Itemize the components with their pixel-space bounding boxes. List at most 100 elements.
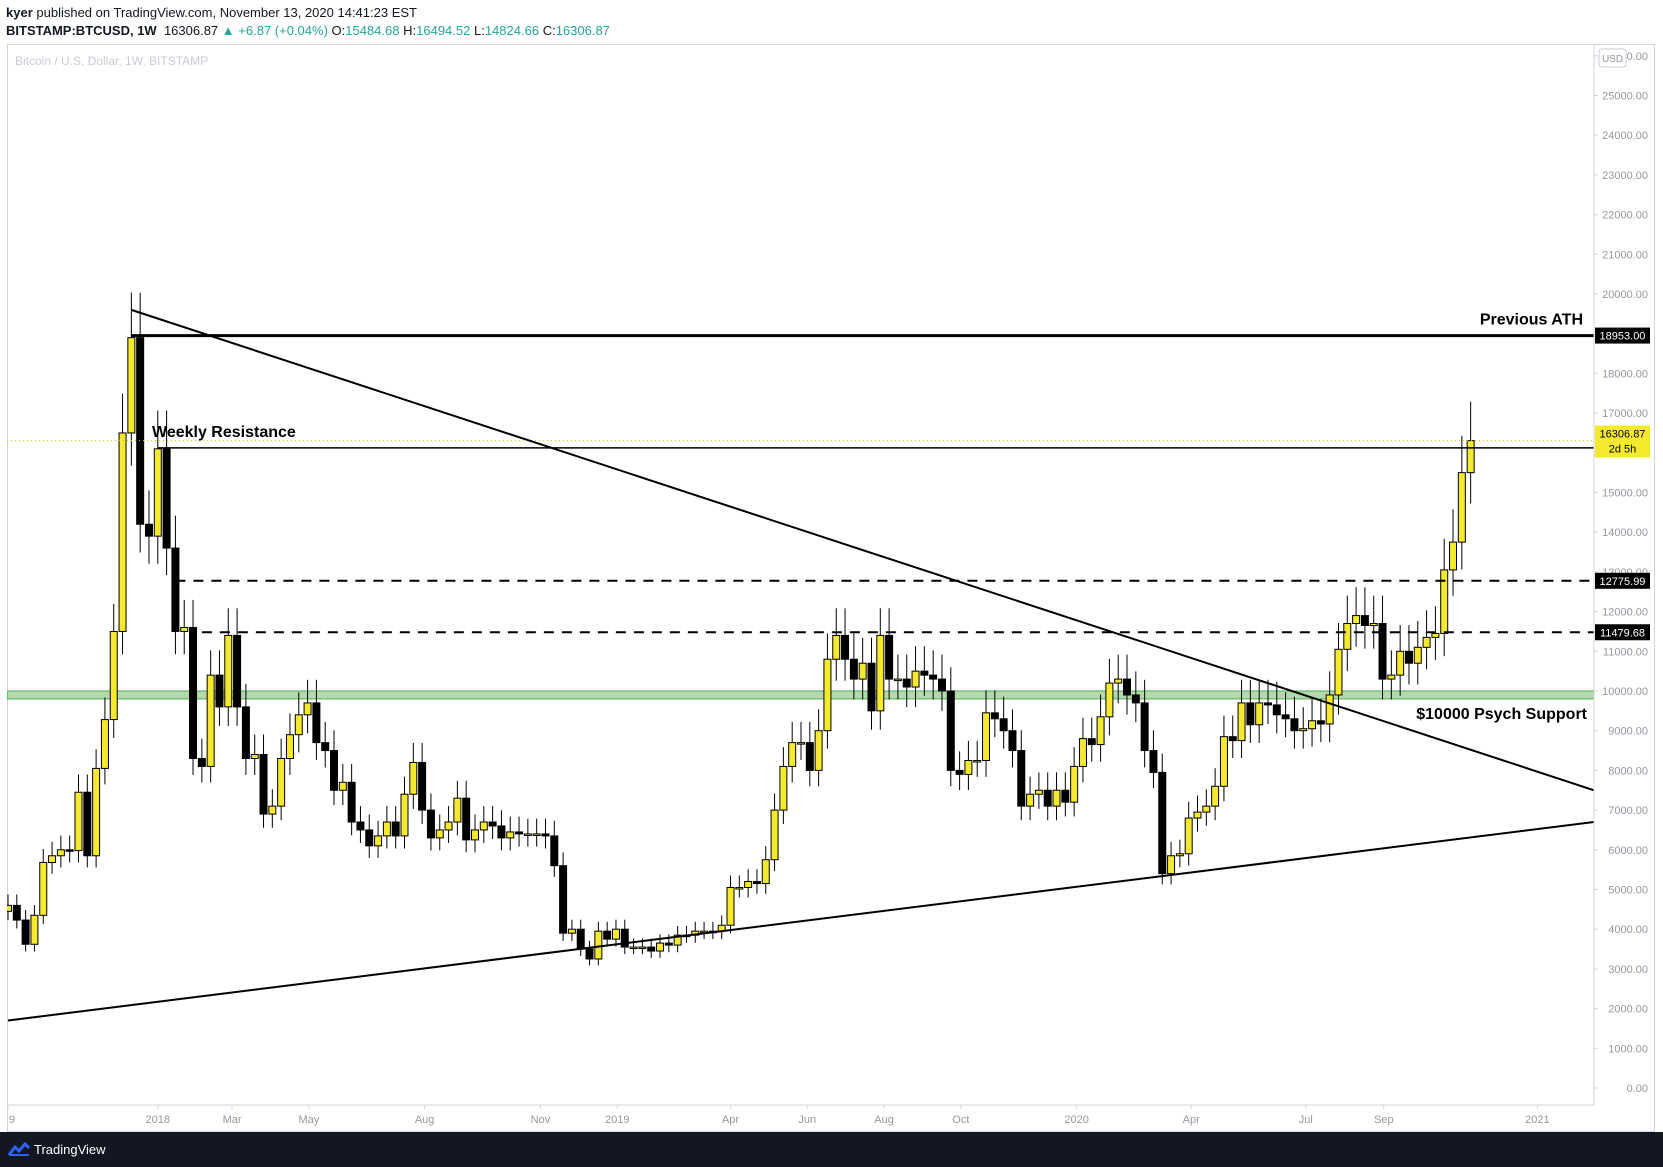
- candle: [409, 761, 418, 795]
- y-tick-label: 10000.00: [1602, 686, 1648, 698]
- x-tick-label: Mar: [223, 1114, 242, 1126]
- candle: [1026, 793, 1035, 807]
- candle: [180, 626, 189, 632]
- candle: [330, 750, 339, 791]
- y-tick-label: 0.00: [1627, 1083, 1648, 1095]
- candle: [1466, 440, 1475, 474]
- y-tick-label: 1000.00: [1608, 1043, 1648, 1055]
- candle: [937, 678, 946, 692]
- candle: [153, 448, 162, 537]
- candle: [1078, 738, 1087, 767]
- candle: [136, 337, 145, 525]
- candle: [268, 805, 277, 815]
- candle: [189, 626, 198, 759]
- candle: [418, 761, 427, 811]
- candle: [929, 674, 938, 680]
- candle: [893, 678, 902, 682]
- tradingview-logo-icon[interactable]: [8, 1142, 30, 1156]
- candle: [1431, 632, 1440, 638]
- x-tick-label: 2021: [1525, 1114, 1549, 1126]
- time-axis[interactable]: 9 2018 Mar May Aug Nov 2019 Apr Jun Aug Oct 2020 Apr…: [7, 1105, 1550, 1126]
- candle: [726, 887, 735, 926]
- y-tick-label: 23000.00: [1602, 170, 1648, 182]
- candle: [532, 833, 541, 836]
- candle: [30, 914, 39, 945]
- price-change: ▲ +6.87 (+0.04%): [221, 23, 328, 38]
- candle: [964, 759, 973, 775]
- candle: [1175, 853, 1184, 857]
- candle: [1457, 472, 1466, 543]
- level-price-tag: [1595, 572, 1650, 589]
- candle: [312, 702, 321, 744]
- x-tick-label: 9: [9, 1114, 15, 1126]
- candle: [823, 658, 832, 732]
- publish-date: published on TradingView.com, November 1…: [36, 5, 417, 20]
- open-value: 15484.68: [345, 23, 400, 38]
- candle: [629, 946, 638, 950]
- candle: [576, 928, 585, 950]
- y-tick-label: 11000.00: [1603, 646, 1648, 658]
- y-tick-label: 4000.00: [1608, 924, 1648, 936]
- candle: [224, 634, 233, 708]
- candle: [744, 881, 753, 889]
- candle: [162, 448, 171, 549]
- close-value: 16306.87: [555, 23, 610, 38]
- candle: [567, 928, 576, 934]
- candle: [1343, 623, 1352, 650]
- chart-title: Bitcoin / U.S. Dollar, 1W, BITSTAMP: [15, 54, 208, 68]
- candle: [1149, 750, 1158, 773]
- candle: [1070, 765, 1079, 803]
- candle: [1263, 702, 1272, 706]
- x-tick-label: Apr: [1183, 1114, 1200, 1126]
- candle: [1087, 738, 1096, 746]
- candle: [885, 634, 894, 680]
- candle: [867, 662, 876, 712]
- candle: [171, 547, 180, 632]
- candle: [550, 835, 559, 867]
- candle: [127, 337, 136, 434]
- symbol-label[interactable]: BITSTAMP:BTCUSD, 1W: [6, 23, 157, 38]
- candle: [56, 849, 65, 857]
- footer-brand[interactable]: TradingView: [34, 1142, 106, 1157]
- trendline: [131, 308, 1594, 792]
- candle: [1387, 674, 1396, 680]
- x-tick-label: Oct: [952, 1114, 969, 1126]
- price-chart[interactable]: 0.00 1000.00 2000.00 3000.00 4000.00 5000.00 6…: [0, 0, 1663, 1132]
- candle: [1272, 704, 1281, 716]
- candle: [841, 634, 850, 660]
- candle: [1325, 694, 1334, 725]
- level-annotation: Previous ATH: [1480, 312, 1583, 329]
- x-tick-label: May: [298, 1114, 319, 1126]
- candle: [21, 919, 30, 945]
- candle: [497, 825, 506, 839]
- candle: [1114, 678, 1123, 684]
- candle: [1378, 623, 1387, 680]
- chart-frame[interactable]: [7, 44, 1655, 1132]
- candle: [426, 809, 435, 839]
- author-name[interactable]: kyer: [6, 5, 33, 20]
- candle: [515, 831, 524, 835]
- candle: [1404, 650, 1413, 664]
- candle: [999, 718, 1008, 732]
- candle: [1096, 716, 1105, 746]
- last-price-label: 16306.87: [163, 23, 219, 38]
- last-price-label: 16306.87: [1600, 429, 1646, 441]
- x-tick-label: Nov: [531, 1114, 551, 1126]
- trendlines-layer: [7, 308, 1594, 1022]
- low-key: L:: [473, 23, 485, 38]
- y-tick-label: 21000.00: [1602, 249, 1648, 261]
- candle: [259, 754, 268, 815]
- candles-layer: [7, 292, 1475, 966]
- candle: [1167, 855, 1176, 875]
- candle: [233, 634, 242, 708]
- y-tick-label: 15000.00: [1602, 488, 1648, 500]
- x-tick-label: Jun: [798, 1114, 816, 1126]
- candle: [814, 730, 823, 771]
- y-tick-label: 14000.00: [1602, 527, 1648, 539]
- candle: [594, 930, 603, 960]
- currency-badge[interactable]: USD: [1598, 48, 1627, 68]
- candle: [788, 742, 797, 767]
- y-tick-label: 7000.00: [1608, 805, 1648, 817]
- candle: [1008, 730, 1017, 752]
- zone-annotation: $10000 Psych Support: [1416, 706, 1587, 723]
